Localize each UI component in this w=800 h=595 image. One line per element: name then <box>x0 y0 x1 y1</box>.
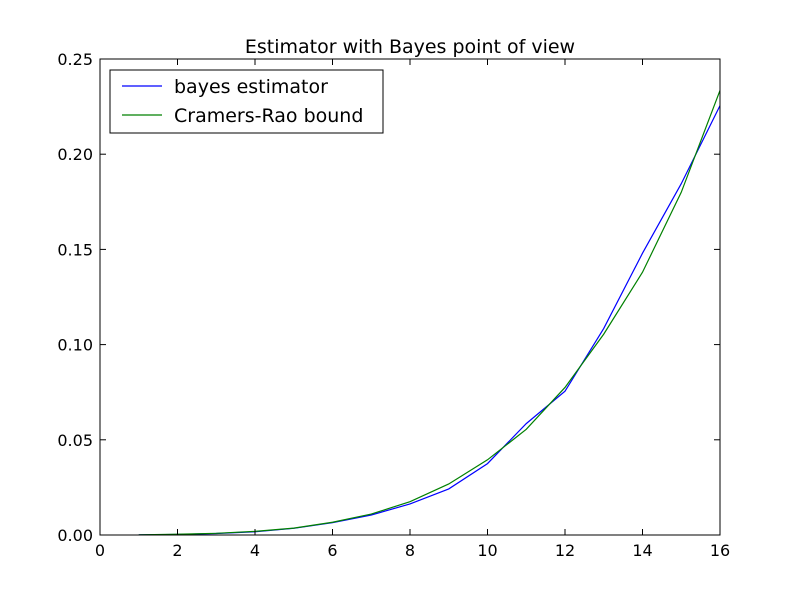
x-tick-label: 14 <box>632 541 652 560</box>
series-layer <box>138 90 721 536</box>
x-tick-label: 2 <box>172 541 182 560</box>
y-tick-label: 0.05 <box>57 431 93 450</box>
x-tick-label: 0 <box>95 541 105 560</box>
x-tick-label: 10 <box>477 541 497 560</box>
legend-label-1: bayes estimator <box>174 76 328 98</box>
x-tick-label: 4 <box>250 541 260 560</box>
series-line-2 <box>138 90 721 536</box>
y-tick-label: 0.15 <box>57 240 93 259</box>
chart-title: Estimator with Bayes point of view <box>245 36 575 58</box>
y-tick-label: 0.25 <box>57 50 93 69</box>
y-tick-label: 0.00 <box>57 526 93 545</box>
x-tick-label: 16 <box>710 541 730 560</box>
y-tick-label: 0.10 <box>57 336 93 355</box>
legend-box <box>109 69 384 134</box>
y-tick-label: 0.20 <box>57 145 93 164</box>
ticks-layer: 0 2 4 6 8 10 12 14 16 0.00 0.05 0.10 0.15 0.20 0.25 <box>57 50 730 560</box>
x-tick-label: 12 <box>555 541 575 560</box>
x-tick-label: 6 <box>327 541 337 560</box>
x-tick-label: 8 <box>405 541 415 560</box>
legend-label-2: Cramers-Rao bound <box>174 105 363 127</box>
legend: bayes estimator Cramers-Rao bound <box>109 69 384 134</box>
